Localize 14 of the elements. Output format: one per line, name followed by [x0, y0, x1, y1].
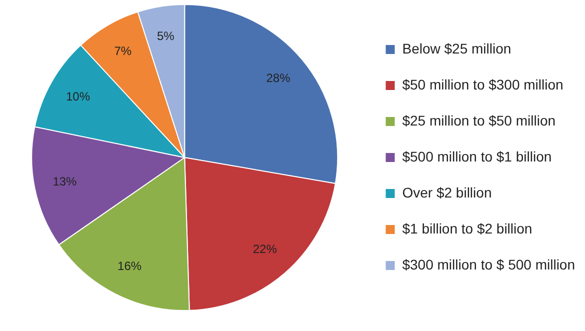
data-label: 28% [266, 70, 291, 85]
data-label: 16% [118, 259, 142, 274]
legend-label: $25 million to $50 million [402, 112, 556, 128]
data-label: 5% [156, 28, 175, 43]
data-label: 10% [66, 90, 90, 104]
legend-label: Over $2 billion [402, 184, 492, 200]
legend-label: $500 million to $1 billion [402, 148, 552, 164]
legend-label: $1 billion to $2 billion [402, 220, 532, 236]
legend-label: $300 million to $ 500 million [402, 256, 575, 272]
data-label: 7% [114, 44, 132, 58]
data-label: 22% [252, 242, 278, 256]
legend-label: $50 million to $300 million [402, 76, 564, 92]
legend-label: Below $25 million [402, 40, 512, 56]
data-label: 13% [52, 174, 78, 188]
